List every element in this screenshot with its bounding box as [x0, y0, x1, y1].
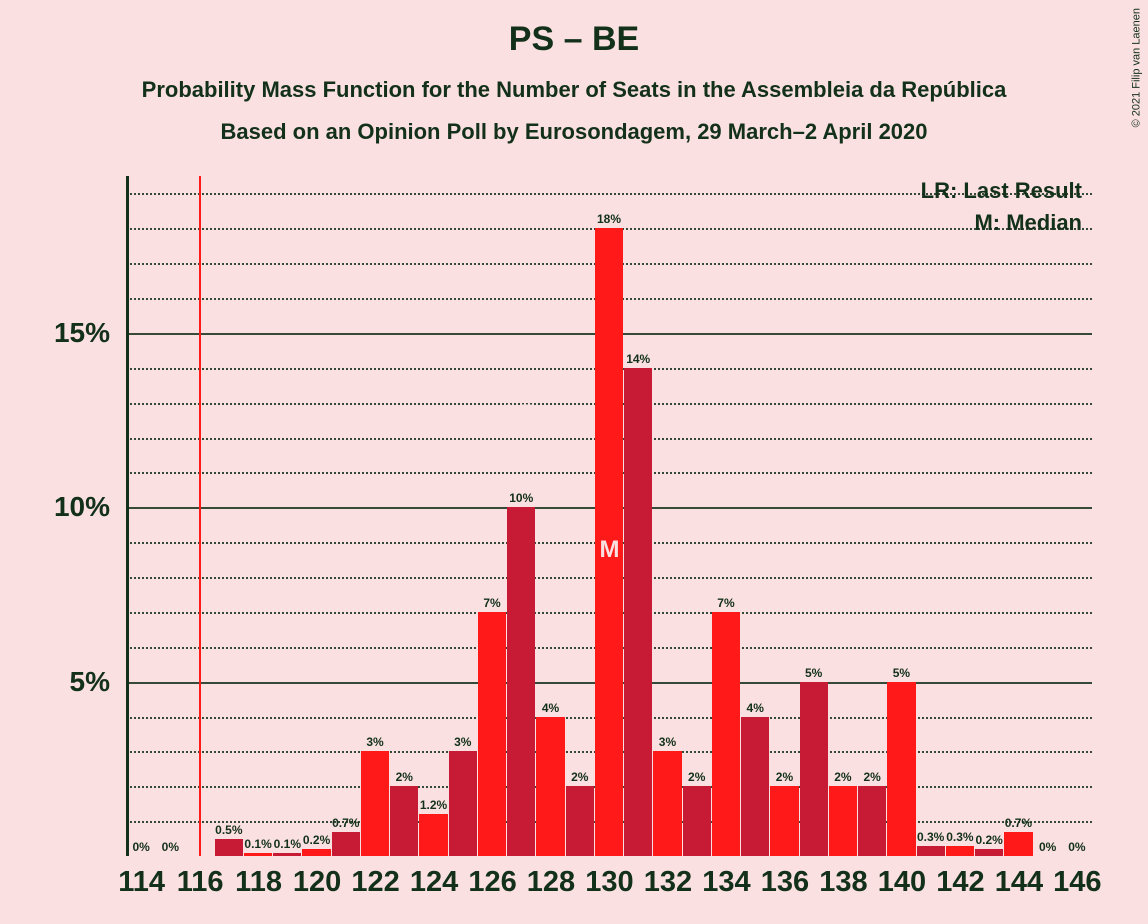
y-axis-tick-label: 5% [70, 666, 110, 698]
bar-value-label: 0.3% [917, 830, 944, 846]
bar-value-label: 18% [597, 212, 621, 228]
chart-subtitle: Probability Mass Function for the Number… [0, 77, 1148, 103]
bar-value-label: 0.2% [975, 833, 1002, 849]
x-axis-tick-label: 132 [644, 856, 692, 899]
bar-value-label: 14% [626, 352, 650, 368]
bar-value-label: 0.2% [303, 833, 330, 849]
x-axis-tick-label: 130 [585, 856, 633, 899]
bar: 2% [770, 786, 798, 856]
bar: 2% [829, 786, 857, 856]
x-axis-tick-label: 138 [819, 856, 867, 899]
bar: 0.2% [302, 849, 330, 856]
bar: 0.2% [975, 849, 1003, 856]
last-result-line [199, 176, 201, 856]
x-axis-tick-label: 128 [527, 856, 575, 899]
bar-value-label: 5% [893, 666, 910, 682]
bar-value-label: 0% [132, 840, 149, 856]
bar-value-label: 0.1% [274, 837, 301, 853]
bar: 0.3% [917, 846, 945, 856]
x-axis-tick-label: 114 [118, 856, 165, 899]
bar: 4% [536, 717, 564, 856]
bar: 7% [478, 612, 506, 856]
x-axis-tick-label: 124 [410, 856, 458, 899]
copyright-text: © 2021 Filip van Laenen [1130, 8, 1142, 127]
bar: 2% [390, 786, 418, 856]
x-axis-tick-label: 126 [468, 856, 516, 899]
y-axis-line [126, 176, 129, 856]
bar-value-label: 2% [396, 770, 413, 786]
bar-value-label: 2% [863, 770, 880, 786]
bar-value-label: 7% [717, 596, 734, 612]
chart-title: PS – BE [0, 0, 1148, 59]
bar: 0.7% [332, 832, 360, 856]
bar: 3% [449, 751, 477, 856]
bar: 14% [624, 368, 652, 856]
bar: 4% [741, 717, 769, 856]
bar-value-label: 4% [747, 701, 764, 717]
legend-median: M: Median [974, 210, 1082, 236]
bar-value-label: 0.3% [946, 830, 973, 846]
bar: 5% [887, 682, 915, 856]
chart-plot-area: LR: Last Result M: Median 5%10%15%0%0%0.… [122, 176, 1092, 856]
x-axis-tick-label: 118 [235, 856, 282, 899]
bar: 5% [800, 682, 828, 856]
bar-value-label: 7% [483, 596, 500, 612]
y-axis-tick-label: 10% [54, 491, 110, 523]
x-axis-tick-label: 122 [351, 856, 399, 899]
bar-value-label: 0% [1039, 840, 1056, 856]
annotation-m: M [600, 536, 620, 564]
bar: 2% [858, 786, 886, 856]
bar: 3% [653, 751, 681, 856]
chart-subtitle-2: Based on an Opinion Poll by Eurosondagem… [0, 119, 1148, 145]
bar: 7% [712, 612, 740, 856]
bar-value-label: 2% [834, 770, 851, 786]
x-axis-tick-label: 142 [936, 856, 984, 899]
bar-value-label: 4% [542, 701, 559, 717]
bar: 2% [566, 786, 594, 856]
x-axis-tick-label: 146 [1053, 856, 1101, 899]
x-axis-tick-label: 134 [702, 856, 750, 899]
bar-value-label: 3% [454, 735, 471, 751]
x-axis-tick-label: 116 [177, 856, 224, 899]
bar-value-label: 2% [571, 770, 588, 786]
bar: 0.5% [215, 839, 243, 856]
x-axis-tick-label: 140 [878, 856, 926, 899]
bar: 3% [361, 751, 389, 856]
bar-value-label: 2% [776, 770, 793, 786]
bar-value-label: 10% [509, 491, 533, 507]
legend-last-result: LR: Last Result [921, 178, 1082, 204]
bar: 0.3% [946, 846, 974, 856]
x-axis-tick-label: 144 [995, 856, 1043, 899]
bar-value-label: 3% [366, 735, 383, 751]
bar-value-label: 1.2% [420, 798, 447, 814]
x-axis-tick-label: 120 [293, 856, 341, 899]
bar: 1.2% [419, 814, 447, 856]
annotation-lr: LR [506, 400, 538, 428]
bar-value-label: 0.1% [244, 837, 271, 853]
bar: 2% [683, 786, 711, 856]
bar-value-label: 0% [1068, 840, 1085, 856]
bar: 0.7% [1004, 832, 1032, 856]
bar-value-label: 0.5% [215, 823, 242, 839]
bar: 10% [507, 507, 535, 856]
bar-value-label: 0.7% [332, 816, 359, 832]
x-axis-tick-label: 136 [761, 856, 809, 899]
gridline-minor [127, 193, 1092, 195]
bar-value-label: 0.7% [1005, 816, 1032, 832]
y-axis-tick-label: 15% [54, 317, 110, 349]
bar-value-label: 3% [659, 735, 676, 751]
bar-value-label: 5% [805, 666, 822, 682]
bar-value-label: 2% [688, 770, 705, 786]
bar-value-label: 0% [162, 840, 179, 856]
